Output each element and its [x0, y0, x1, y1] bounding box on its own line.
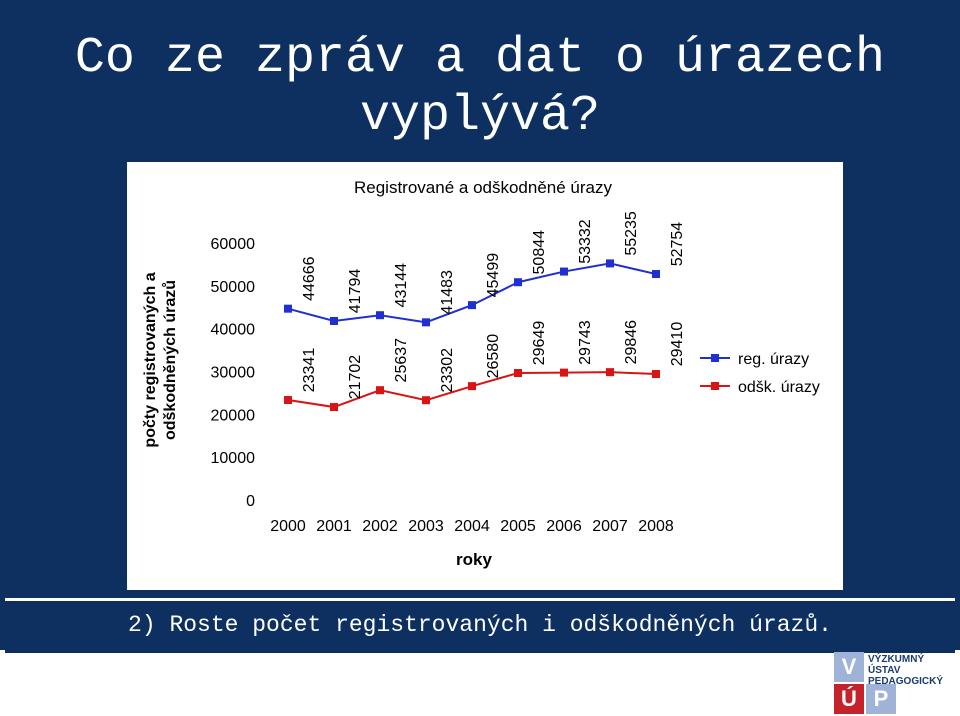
y-tick-label: 0	[246, 493, 255, 510]
x-tick-label: 2006	[546, 518, 582, 535]
data-label: 45499	[485, 253, 502, 298]
data-label: 43144	[393, 263, 410, 308]
y-tick-label: 10000	[211, 450, 256, 467]
y-tick-label: 50000	[211, 279, 256, 296]
chart-panel	[127, 162, 843, 590]
logo-line-3: PEDAGOGICKÝ	[868, 676, 944, 687]
legend-marker	[711, 382, 719, 390]
x-tick-label: 2002	[362, 518, 398, 535]
x-tick-label: 2001	[316, 518, 352, 535]
data-point	[330, 403, 338, 412]
data-point	[514, 278, 522, 287]
data-point	[606, 368, 614, 377]
data-point	[514, 369, 522, 378]
data-label: 53332	[577, 219, 594, 264]
x-tick-labels: 2000 2001 2002 2003 2004 2005 2006 2007 2008	[270, 518, 674, 535]
data-point	[284, 304, 292, 313]
legend: reg. úrazy odšk. úrazy	[700, 351, 820, 396]
data-label: 41794	[347, 269, 364, 314]
logo-line-1: VÝZKUMNÝ	[868, 654, 925, 665]
data-point	[652, 270, 660, 279]
data-point	[606, 259, 614, 268]
data-point	[560, 368, 568, 377]
data-label: 23302	[439, 348, 456, 393]
data-label: 41483	[439, 270, 456, 315]
x-tick-label: 2003	[408, 518, 444, 535]
x-tick-label: 2007	[592, 518, 628, 535]
chart-title: Registrované a odškodněné úrazy	[354, 178, 612, 197]
data-point	[560, 267, 568, 276]
x-axis-label: roky	[456, 550, 492, 569]
y-axis-label: počty registrovaných a odškodněných úrazů	[142, 272, 179, 447]
footer-text: 2) Roste počet registrovaných i odškodně…	[128, 612, 832, 638]
y-tick-labels: 0 10000 20000 30000 40000 50000 60000	[211, 236, 256, 510]
y-tick-label: 20000	[211, 407, 256, 424]
data-point	[422, 396, 430, 405]
logo-line-2: ÚSTAV	[868, 665, 901, 676]
data-point	[652, 370, 660, 379]
data-label: 29410	[669, 322, 686, 367]
data-label: 44666	[301, 256, 318, 301]
x-tick-label: 2004	[454, 518, 490, 535]
data-point	[468, 301, 476, 310]
legend-label: reg. úrazy	[738, 351, 809, 368]
data-point	[284, 396, 292, 405]
data-label: 52754	[669, 222, 686, 267]
legend-marker	[711, 354, 719, 362]
legend-label: odšk. úrazy	[738, 379, 820, 396]
logo-tile-p: P	[866, 684, 896, 714]
y-axis-label-line-2: odškodněných úrazů	[162, 280, 179, 440]
y-tick-label: 30000	[211, 365, 256, 382]
y-axis-label-line-1: počty registrovaných a	[142, 272, 159, 447]
data-label: 25637	[393, 338, 410, 383]
vup-logo: V Ú P VÝZKUMNÝ ÚSTAV PEDAGOGICKÝ	[832, 650, 960, 716]
series-group: 44666 41794 43144 41483 45499 50844 53332 55235…	[284, 211, 686, 412]
y-tick-label: 40000	[211, 322, 256, 339]
data-point	[330, 316, 338, 325]
data-label: 29649	[531, 321, 548, 366]
data-label: 50844	[531, 230, 548, 275]
footer-bar	[5, 598, 955, 653]
y-tick-label: 60000	[211, 236, 256, 253]
data-label: 23341	[301, 348, 318, 393]
data-label: 29846	[623, 320, 640, 365]
data-point	[422, 318, 430, 327]
data-label: 55235	[623, 211, 640, 256]
slide-title: Co ze zpráv a dat o úrazech vyplývá?	[74, 30, 886, 145]
x-tick-label: 2008	[638, 518, 674, 535]
data-point	[376, 386, 384, 395]
data-label: 26580	[485, 334, 502, 379]
x-tick-label: 2005	[500, 518, 536, 535]
data-label: 29743	[577, 320, 594, 365]
data-point	[468, 382, 476, 391]
series-line-reg	[287, 262, 657, 324]
logo-tile-v: V	[834, 652, 864, 682]
data-label: 21702	[347, 355, 364, 400]
data-point	[376, 311, 384, 320]
x-tick-label: 2000	[270, 518, 306, 535]
logo-tile-u: Ú	[834, 684, 864, 714]
